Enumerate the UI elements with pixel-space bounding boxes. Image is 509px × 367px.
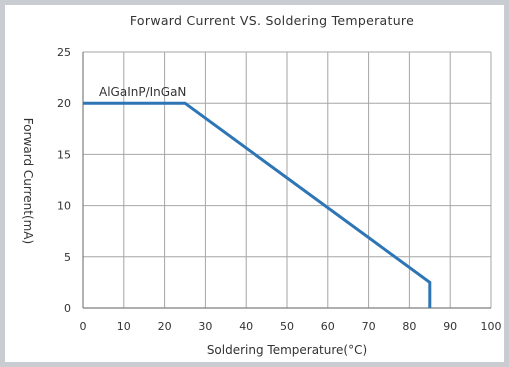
y-tick-label: 0 bbox=[64, 302, 71, 315]
chart-title: Forward Current VS. Soldering Temperatur… bbox=[130, 13, 414, 28]
y-tick-label: 5 bbox=[64, 251, 71, 264]
x-tick-label: 40 bbox=[239, 320, 253, 333]
x-axis-label: Soldering Temperature(°C) bbox=[207, 343, 367, 357]
x-tick-label: 70 bbox=[362, 320, 376, 333]
x-tick-label: 80 bbox=[402, 320, 416, 333]
x-tick-label: 10 bbox=[117, 320, 131, 333]
series-label: AlGaInP/InGaN bbox=[99, 85, 186, 99]
y-tick-label: 20 bbox=[57, 97, 71, 110]
y-tick-label: 15 bbox=[57, 148, 71, 161]
series-layer: AlGaInP/InGaN bbox=[83, 85, 430, 308]
x-tick-label: 60 bbox=[321, 320, 335, 333]
y-axis-label: Forward Current(mA) bbox=[21, 118, 35, 244]
x-tick-label: 100 bbox=[481, 320, 502, 333]
y-tick-label: 25 bbox=[57, 46, 71, 59]
x-tick-label: 30 bbox=[198, 320, 212, 333]
x-tick-label: 90 bbox=[443, 320, 457, 333]
y-tick-label: 10 bbox=[57, 200, 71, 213]
x-tick-label: 0 bbox=[80, 320, 87, 333]
x-tick-label: 20 bbox=[158, 320, 172, 333]
x-tick-label: 50 bbox=[280, 320, 294, 333]
